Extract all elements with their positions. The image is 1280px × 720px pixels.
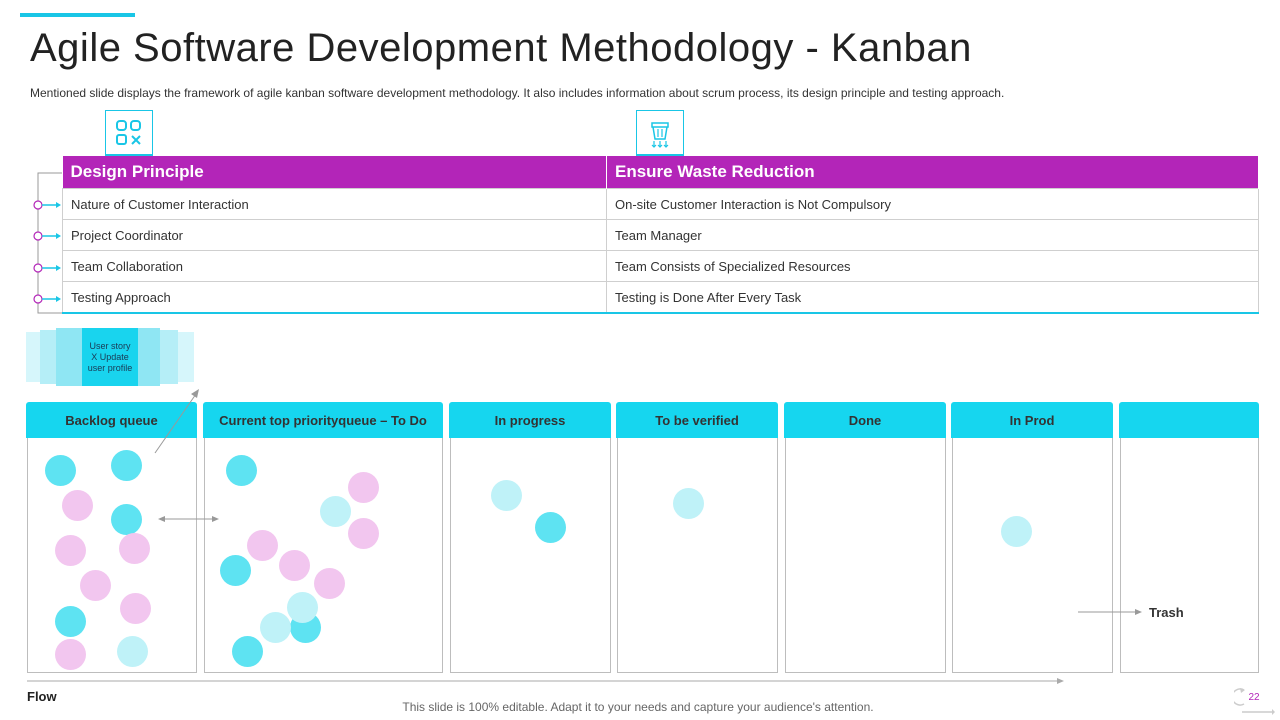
table-cell: Team Consists of Specialized Resources (606, 250, 1259, 282)
task-card (673, 488, 704, 519)
task-card (226, 455, 257, 486)
column-to-be-verified (617, 438, 778, 673)
task-card (287, 592, 318, 623)
column-trash (1120, 438, 1259, 673)
table-cell: On-site Customer Interaction is Not Comp… (606, 188, 1259, 220)
task-card (120, 593, 151, 624)
page-number: 22 (1248, 692, 1260, 703)
refresh-icon (1234, 688, 1275, 715)
column-header-done: Done (784, 402, 946, 438)
table-cell: Team Collaboration (62, 250, 607, 282)
task-card (119, 533, 150, 564)
task-card (45, 455, 76, 486)
column-header-to-be-verified: To be verified (616, 402, 778, 438)
task-card (279, 550, 310, 581)
task-card (55, 535, 86, 566)
task-card (1001, 516, 1032, 547)
task-card (111, 450, 142, 481)
slide-subtitle: Mentioned slide displays the framework o… (30, 86, 1005, 100)
trash-label: Trash (1149, 605, 1184, 620)
task-card (260, 612, 291, 643)
user-story-line: X Update (91, 351, 129, 362)
task-card (491, 480, 522, 511)
column-in-progress (450, 438, 611, 673)
trash-bin-icon (636, 110, 684, 158)
task-card (348, 472, 379, 503)
task-card (220, 555, 251, 586)
task-card (314, 568, 345, 599)
user-story-line: user profile (87, 362, 133, 373)
column-header-backlog: Backlog queue (26, 402, 197, 438)
table-cell: Project Coordinator (62, 219, 607, 251)
table-cell: Team Manager (606, 219, 1259, 251)
table-row: Nature of Customer Interaction On-site C… (62, 188, 1259, 220)
column-header-in-progress: In progress (449, 402, 611, 438)
table-header: Ensure Waste Reduction (606, 156, 1259, 189)
user-story-line: User story (89, 340, 131, 351)
task-card (535, 512, 566, 543)
table-row: Team Collaboration Team Consists of Spec… (62, 250, 1259, 282)
row-connector (33, 172, 62, 314)
column-in-prod (952, 438, 1113, 673)
table-header: Design Principle (62, 156, 607, 189)
column-header-in-prod: In Prod (951, 402, 1113, 438)
task-card (320, 496, 351, 527)
column-header-todo: Current top priorityqueue – To Do (203, 402, 443, 438)
table-cell: Testing is Done After Every Task (606, 281, 1259, 314)
task-card (348, 518, 379, 549)
task-card (55, 639, 86, 670)
slide-title: Agile Software Development Methodology -… (30, 26, 972, 70)
task-card (232, 636, 263, 667)
table-row: Testing Approach Testing is Done After E… (62, 281, 1259, 314)
table-cell: Testing Approach (62, 281, 607, 314)
column-done (785, 438, 946, 673)
table-cell: Nature of Customer Interaction (62, 188, 607, 220)
user-story-banner (26, 328, 194, 386)
footer-note: This slide is 100% editable. Adapt it to… (402, 700, 874, 714)
column-header-trash (1119, 402, 1259, 438)
task-card (247, 530, 278, 561)
task-card (80, 570, 111, 601)
user-story-card: User story X Update user profile (82, 328, 138, 386)
principles-table: Design Principle Ensure Waste Reduction … (62, 156, 1259, 314)
task-card (55, 606, 86, 637)
flow-label: Flow (27, 689, 57, 704)
task-card (117, 636, 148, 667)
task-card (62, 490, 93, 521)
task-card (111, 504, 142, 535)
grid-shapes-icon (105, 110, 153, 158)
accent-bar (20, 13, 135, 17)
table-row: Project Coordinator Team Manager (62, 219, 1259, 251)
